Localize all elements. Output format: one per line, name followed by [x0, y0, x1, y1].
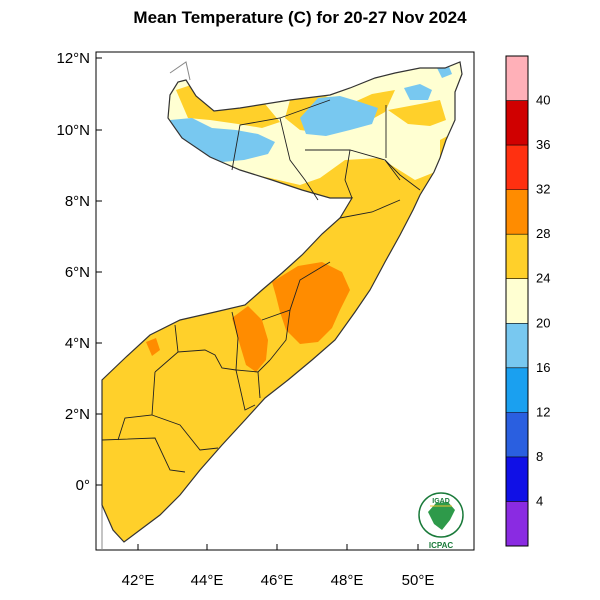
colorbar-label: 28 — [536, 226, 550, 241]
colorbar-label: 32 — [536, 182, 550, 197]
colorbar-label: 36 — [536, 137, 550, 152]
colorbar-swatch — [506, 367, 528, 413]
logo-bottom-text: ICPAC — [429, 541, 454, 550]
lon-label-44: 44°E — [191, 572, 224, 589]
colorbar-swatch — [506, 412, 528, 457]
lon-label-48: 48°E — [331, 572, 364, 589]
colorbar-swatch — [506, 456, 528, 502]
colorbar-label: 12 — [536, 404, 550, 419]
map-title: Mean Temperature (C) for 20-27 Nov 2024 — [133, 8, 467, 27]
colorbar-swatch — [506, 100, 528, 146]
colorbar-swatch — [506, 234, 528, 279]
colorbar-swatch — [506, 278, 528, 324]
colorbar-label: 4 — [536, 493, 543, 508]
lon-label-46: 46°E — [261, 572, 294, 589]
colorbar-frame — [505, 55, 529, 547]
colorbar-swatch — [506, 145, 528, 190]
lon-label-42: 42°E — [122, 572, 155, 589]
colorbar-swatch — [506, 56, 528, 101]
axis-ticks — [96, 57, 419, 550]
lat-label-6: 6°N — [65, 264, 90, 281]
colorbar-label: 16 — [536, 360, 550, 375]
lat-label-4: 4°N — [65, 335, 90, 352]
logo-top-text: IGAD — [432, 498, 450, 505]
somalia-outline — [101, 61, 463, 543]
igad-icpac-logo: IGAD ICPAC — [418, 492, 464, 550]
lat-label-8: 8°N — [65, 193, 90, 210]
colorbar-label: 24 — [536, 271, 550, 286]
colorbar-swatch — [506, 189, 528, 235]
colorbar-swatch — [506, 501, 528, 546]
lat-label-2: 2°N — [65, 406, 90, 423]
lat-label-12: 12°N — [56, 50, 90, 67]
lat-label-0: 0° — [76, 477, 90, 494]
region-borders — [101, 99, 421, 473]
colorbar-label: 8 — [536, 449, 543, 464]
colorbar: 4 8 12 16 20 24 28 32 36 40 — [505, 55, 550, 547]
colorbar-swatch — [506, 323, 528, 368]
lat-label-10: 10°N — [56, 122, 90, 139]
lon-label-50: 50°E — [402, 572, 435, 589]
colorbar-label: 20 — [536, 315, 550, 330]
colorbar-label: 40 — [536, 93, 550, 108]
